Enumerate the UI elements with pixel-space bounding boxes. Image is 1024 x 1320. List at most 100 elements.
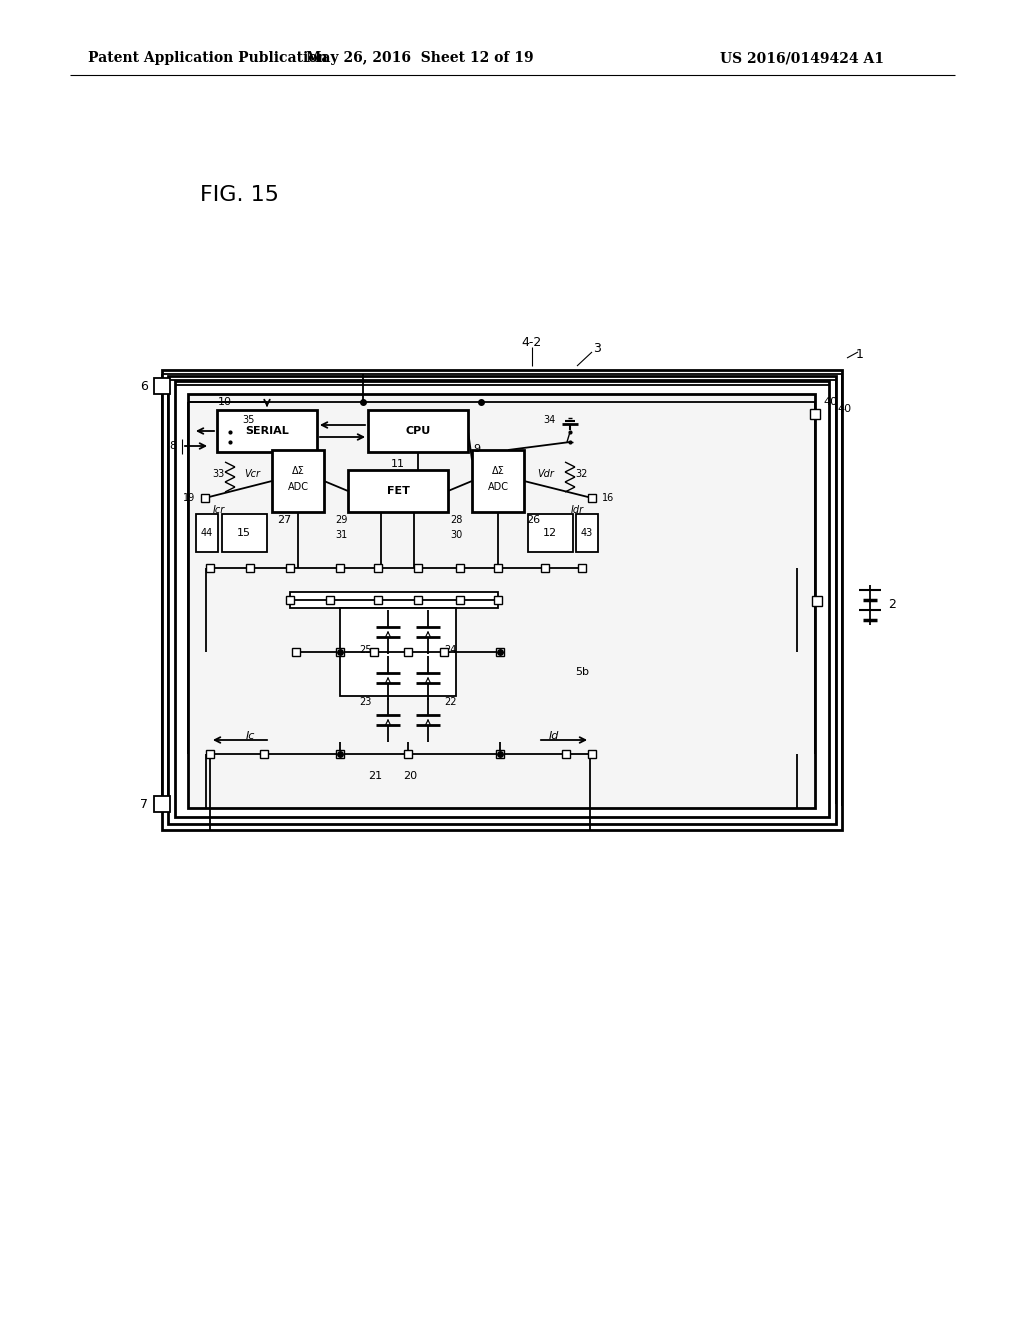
Text: 9: 9 — [473, 444, 480, 454]
Bar — [496, 648, 504, 656]
Bar — [348, 470, 449, 512]
Text: 44: 44 — [201, 528, 213, 539]
Text: Idr: Idr — [570, 506, 584, 515]
Bar — [222, 513, 267, 552]
Bar — [217, 411, 317, 451]
Bar — [319, 587, 476, 715]
Text: 33: 33 — [212, 469, 224, 479]
Text: 40: 40 — [837, 404, 851, 414]
Text: 5b: 5b — [575, 667, 589, 677]
Bar — [494, 564, 502, 572]
Text: Id: Id — [549, 731, 559, 741]
Text: 28: 28 — [450, 515, 463, 525]
Bar — [162, 370, 842, 830]
Text: Vdr: Vdr — [538, 469, 554, 479]
Bar — [370, 648, 378, 656]
Text: 16: 16 — [602, 492, 614, 503]
Bar — [588, 750, 596, 758]
Bar — [414, 564, 422, 572]
Bar — [246, 564, 254, 572]
Bar — [494, 597, 502, 605]
Bar — [496, 750, 504, 758]
Bar — [336, 648, 344, 656]
Bar — [374, 597, 382, 605]
Bar — [286, 597, 294, 605]
Bar — [336, 750, 344, 758]
Bar — [260, 750, 268, 758]
Text: 19: 19 — [182, 492, 195, 503]
Text: Ic: Ic — [246, 731, 255, 741]
Text: 26: 26 — [526, 515, 540, 525]
Bar — [588, 494, 596, 502]
Bar — [175, 381, 829, 817]
Text: 3: 3 — [593, 342, 601, 355]
Text: ΔΣ: ΔΣ — [292, 466, 304, 477]
Bar — [404, 648, 412, 656]
Text: 31: 31 — [336, 531, 348, 540]
Bar — [340, 609, 456, 696]
Bar — [562, 750, 570, 758]
Bar — [456, 564, 464, 572]
Bar — [368, 411, 468, 451]
Bar — [374, 564, 382, 572]
Bar — [206, 750, 214, 758]
Text: 43: 43 — [581, 528, 593, 539]
Text: 10: 10 — [218, 397, 232, 407]
Text: 25: 25 — [359, 645, 372, 655]
Text: US 2016/0149424 A1: US 2016/0149424 A1 — [720, 51, 884, 65]
Text: 4-2: 4-2 — [522, 335, 542, 348]
Text: 8: 8 — [169, 441, 176, 451]
Text: 27: 27 — [278, 515, 291, 525]
Bar — [414, 597, 422, 605]
Bar — [528, 513, 573, 552]
Text: 6: 6 — [140, 380, 148, 392]
Text: 7: 7 — [140, 797, 148, 810]
Text: Vcr: Vcr — [244, 469, 260, 479]
Bar — [812, 597, 822, 606]
Text: 1: 1 — [856, 348, 864, 362]
Bar — [188, 393, 815, 808]
Text: 20: 20 — [402, 771, 417, 781]
Bar — [440, 648, 449, 656]
Text: 21: 21 — [368, 771, 382, 781]
Text: ADC: ADC — [288, 482, 308, 492]
Bar — [541, 564, 549, 572]
Bar — [196, 513, 218, 552]
Text: 40: 40 — [823, 397, 838, 407]
Bar — [272, 450, 324, 512]
Text: 22: 22 — [444, 697, 457, 708]
Text: SERIAL: SERIAL — [245, 426, 289, 436]
Bar — [472, 450, 524, 512]
Bar — [326, 597, 334, 605]
Text: 32: 32 — [575, 469, 588, 479]
Bar — [578, 564, 586, 572]
Bar — [201, 494, 209, 502]
Text: 35: 35 — [242, 414, 254, 425]
Bar — [575, 513, 598, 552]
Text: FET: FET — [387, 486, 410, 496]
Text: 24: 24 — [444, 645, 457, 655]
Text: FIG. 15: FIG. 15 — [200, 185, 279, 205]
Text: ΔΣ: ΔΣ — [492, 466, 505, 477]
Bar — [336, 564, 344, 572]
Text: 29: 29 — [336, 515, 348, 525]
Text: Icr: Icr — [213, 506, 225, 515]
Bar — [168, 376, 836, 824]
Bar — [154, 796, 170, 812]
Text: Patent Application Publication: Patent Application Publication — [88, 51, 328, 65]
Bar — [810, 409, 820, 418]
Text: 30: 30 — [450, 531, 462, 540]
Bar — [206, 564, 214, 572]
Text: CPU: CPU — [406, 426, 431, 436]
Bar — [286, 564, 294, 572]
Text: May 26, 2016  Sheet 12 of 19: May 26, 2016 Sheet 12 of 19 — [306, 51, 534, 65]
Text: 12: 12 — [543, 528, 557, 539]
Text: 15: 15 — [237, 528, 251, 539]
Text: 34: 34 — [544, 414, 556, 425]
Bar — [456, 597, 464, 605]
Text: ADC: ADC — [487, 482, 509, 492]
Text: 23: 23 — [359, 697, 372, 708]
Bar — [292, 648, 300, 656]
Bar — [154, 378, 170, 393]
Text: 11: 11 — [391, 459, 406, 469]
